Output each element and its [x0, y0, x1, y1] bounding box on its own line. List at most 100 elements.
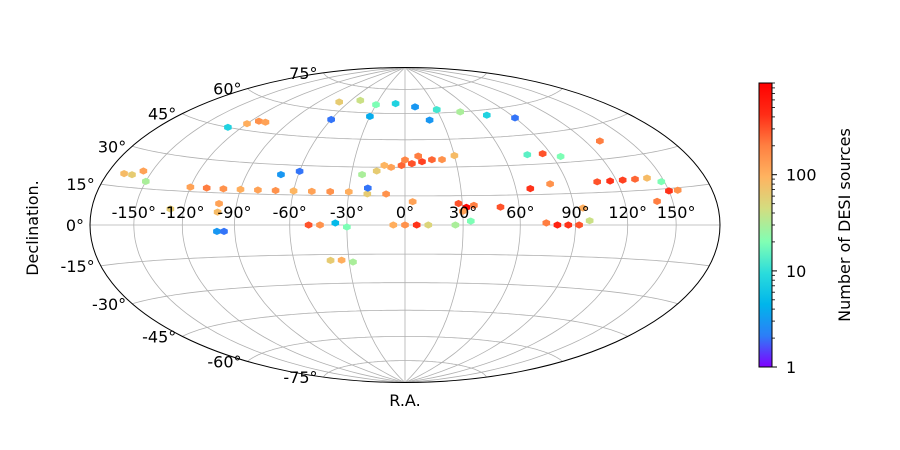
colorbar-tick-label: 1	[786, 358, 796, 377]
hexbin-cell	[542, 219, 551, 227]
hexbin-cell	[428, 156, 436, 164]
hexbin-cell	[331, 219, 340, 227]
dec-tick-label: -45°	[142, 327, 176, 346]
dec-tick-label: 15°	[66, 175, 94, 194]
ra-tick-label: -30°	[330, 203, 364, 222]
hexbin-cell	[450, 152, 459, 160]
colorbar-label: Number of DESI sources	[835, 128, 854, 322]
hexbin-cell	[389, 221, 398, 229]
hexbin-cell	[304, 221, 313, 229]
hexbin-cell	[277, 171, 285, 179]
x-axis-label: R.A.	[389, 391, 420, 410]
hexbin-cell	[451, 221, 460, 229]
hexbin-cell	[657, 178, 666, 186]
hexbin-cell	[470, 201, 478, 209]
ra-tick-label: -150°	[112, 203, 156, 222]
parallel-line	[100, 253, 710, 267]
dec-tick-label: -15°	[61, 257, 95, 276]
hexbin-cell	[166, 205, 175, 213]
hexbin-cell	[665, 187, 673, 195]
dec-tick-label: -75°	[283, 368, 317, 387]
dec-tick-label: 75°	[289, 64, 317, 83]
hexbin-cell	[382, 190, 390, 198]
hexbin-layer	[120, 96, 682, 266]
hexbin-cell	[139, 167, 148, 175]
parallel-line	[247, 336, 563, 362]
hexbin-cell	[255, 117, 263, 125]
hexbin-cell	[553, 221, 562, 229]
ra-tick-label: 60°	[506, 203, 534, 222]
hexbin-cell	[142, 177, 150, 185]
hexbin-cell	[454, 199, 463, 208]
hexbin-cell	[243, 120, 251, 128]
colorbar-tick-label: 10	[786, 262, 806, 281]
hexbin-cell	[254, 186, 262, 194]
colorbar-tick-label: 100	[786, 166, 817, 185]
ra-tick-label: 150°	[657, 203, 696, 222]
hexbin-cell	[411, 103, 419, 111]
dec-tick-label: -30°	[92, 295, 126, 314]
ra-tick-label: 90°	[561, 203, 589, 222]
parallel-line	[323, 72, 487, 90]
hexbin-cell	[202, 184, 211, 192]
hexbin-cell	[408, 160, 416, 168]
dec-tick-label: 0°	[66, 216, 84, 235]
hexbin-cell	[556, 152, 565, 161]
parallel-line	[132, 282, 678, 305]
hexbin-cell	[643, 174, 651, 182]
hexbin-cell	[213, 208, 222, 216]
hexbin-cell	[271, 186, 280, 195]
hexbin-cell	[596, 137, 604, 145]
hexbin-cell	[337, 256, 346, 264]
hexbin-cell	[327, 115, 335, 124]
hexbin-cell	[380, 161, 389, 169]
hexbin-cell	[128, 171, 136, 179]
hexbin-cell	[295, 167, 304, 175]
hexbin-cell	[511, 114, 519, 122]
hexbin-cell	[120, 170, 128, 178]
hexbin-cell	[261, 118, 270, 126]
hexbin-cell	[220, 227, 228, 235]
hexbin-cell	[467, 217, 475, 225]
hexbin-cell	[538, 150, 547, 158]
colorbar-ticks: 1 10 100	[772, 82, 817, 377]
ra-tick-label: 120°	[608, 203, 647, 222]
hexbin-cell	[372, 101, 380, 109]
hexbin-cell	[224, 123, 232, 131]
hexbin-cell	[401, 221, 409, 229]
hexbin-cell	[326, 188, 334, 196]
y-axis-label: Declination.	[23, 180, 42, 276]
colorbar: 1 10 100 Number of DESI sources	[758, 82, 854, 377]
hexbin-cell	[349, 258, 357, 266]
hexbin-cell	[289, 187, 298, 195]
hexbin-cell	[358, 171, 366, 179]
parallel-line	[247, 88, 563, 114]
dec-tick-labels: -75° -60° -45° -30° -15° 0° 15°30° 45° 60° 75°	[61, 64, 318, 387]
hexbin-cell	[397, 161, 406, 170]
hexbin-cell	[345, 188, 353, 196]
hexbin-cell	[308, 187, 316, 195]
hexbin-cell	[414, 152, 422, 160]
map-border	[89, 67, 721, 383]
hexbin-cell	[673, 186, 682, 194]
hexbin-cell	[575, 221, 583, 229]
hexbin-cell	[186, 183, 195, 191]
dec-tick-label: -60°	[207, 352, 241, 371]
hexbin-cell	[326, 256, 335, 264]
hexbin-cell	[456, 108, 464, 116]
hexbin-cell	[523, 151, 532, 159]
hexbin-cell	[496, 203, 505, 211]
hexbin-cell	[618, 176, 627, 184]
hexbin-cell	[363, 190, 372, 198]
hexbin-cell	[219, 185, 228, 193]
hexbin-cell	[526, 185, 535, 193]
hexbin-cell	[425, 116, 434, 124]
ra-tick-label: -120°	[160, 203, 204, 222]
ra-tick-label: 30°	[449, 203, 477, 222]
hexbin-cell	[459, 207, 467, 215]
hexbin-cell	[335, 98, 343, 106]
parallel-line	[323, 360, 487, 378]
hexbin-cell	[408, 198, 417, 206]
hexbin-cell	[606, 177, 614, 185]
